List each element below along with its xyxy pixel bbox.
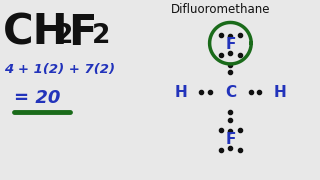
Text: 4 + 1(2) + 7(2): 4 + 1(2) + 7(2) xyxy=(4,63,115,76)
Text: H: H xyxy=(274,85,286,100)
Text: F: F xyxy=(225,132,236,147)
Text: F: F xyxy=(68,12,96,53)
Text: F: F xyxy=(225,37,236,52)
Text: H: H xyxy=(174,85,187,100)
Text: 2: 2 xyxy=(92,23,110,49)
Text: 2: 2 xyxy=(54,23,73,49)
Text: = 20: = 20 xyxy=(14,89,61,107)
Text: Difluoromethane: Difluoromethane xyxy=(171,3,271,16)
Text: CH: CH xyxy=(3,12,68,53)
Text: C: C xyxy=(225,85,236,100)
